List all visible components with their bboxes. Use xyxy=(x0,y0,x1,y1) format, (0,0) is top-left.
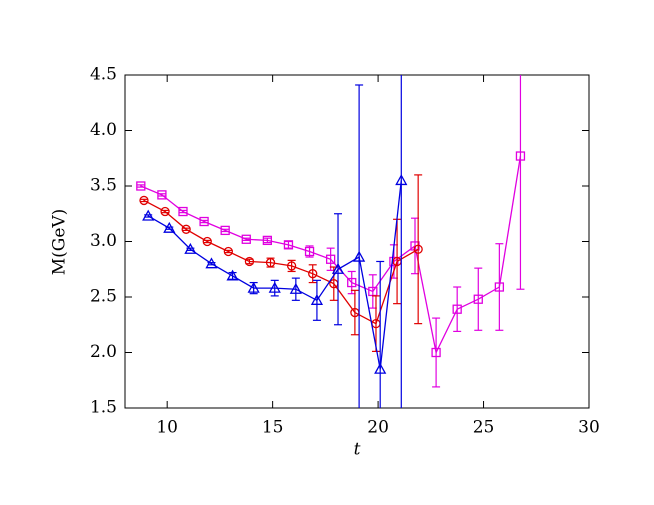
marker xyxy=(431,347,441,358)
marker xyxy=(452,304,462,314)
marker xyxy=(241,234,251,244)
series-line xyxy=(147,180,402,370)
marker xyxy=(268,281,281,293)
marker xyxy=(395,174,408,186)
y-tick-label: 3.0 xyxy=(90,231,117,251)
marker xyxy=(310,293,324,305)
y-tick-label: 2.5 xyxy=(90,287,117,307)
marker xyxy=(494,282,505,292)
y-axis-label: M(GeV) xyxy=(50,209,70,276)
marker xyxy=(413,244,423,254)
marker xyxy=(244,256,255,267)
marker xyxy=(347,277,357,288)
marker xyxy=(202,236,212,247)
y-tick-label: 1.5 xyxy=(90,398,117,418)
marker xyxy=(289,282,302,294)
marker xyxy=(205,257,218,269)
marker xyxy=(308,269,318,279)
marker xyxy=(515,151,526,161)
marker xyxy=(283,240,294,250)
x-tick-label: 30 xyxy=(578,418,600,438)
x-axis-label: t xyxy=(354,440,361,460)
plot-area xyxy=(136,75,526,408)
marker xyxy=(199,216,209,227)
y-tick-label: 4.5 xyxy=(90,65,117,85)
y-tick-label: 4.0 xyxy=(90,120,117,140)
plot-frame xyxy=(124,74,590,409)
marker xyxy=(181,224,191,234)
x-tick-label: 15 xyxy=(262,418,284,438)
marker xyxy=(136,181,146,191)
x-tick-label: 10 xyxy=(156,418,178,438)
marker xyxy=(331,262,345,274)
marker xyxy=(247,281,260,293)
x-tick-label: 25 xyxy=(473,418,495,438)
marker xyxy=(353,250,366,262)
marker xyxy=(226,269,239,281)
marker xyxy=(304,246,315,257)
marker xyxy=(157,190,167,200)
marker xyxy=(223,246,233,257)
marker xyxy=(286,261,297,271)
marker xyxy=(163,221,176,233)
marker xyxy=(265,257,276,268)
marker xyxy=(178,206,188,217)
marker xyxy=(325,254,336,264)
marker xyxy=(142,209,155,221)
marker xyxy=(262,235,273,246)
marker xyxy=(184,242,197,254)
marker xyxy=(473,294,483,304)
y-tick-label: 2.0 xyxy=(90,342,117,362)
marker xyxy=(220,225,230,236)
y-tick-label: 3.5 xyxy=(90,176,117,196)
marker xyxy=(374,362,387,374)
x-tick-label: 20 xyxy=(367,418,389,438)
marker xyxy=(139,195,149,206)
marker xyxy=(160,206,170,217)
